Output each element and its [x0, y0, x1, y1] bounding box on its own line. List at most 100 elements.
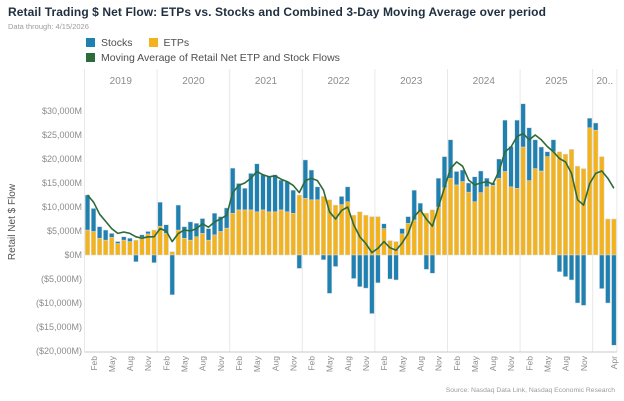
bar-stocks-2023-Feb[interactable]: [381, 223, 387, 229]
bar-stocks-2022-Feb[interactable]: [308, 169, 314, 201]
bar-stocks-2022-Sep[interactable]: [351, 254, 357, 279]
bar-stocks-2026-Mar[interactable]: [605, 254, 611, 304]
bar-etps-2025-Apr[interactable]: [538, 170, 544, 256]
bar-etps-2020-Jul[interactable]: [193, 236, 199, 256]
bar-etps-2021-Aug[interactable]: [272, 211, 278, 256]
bar-stocks-2020-Nov[interactable]: [218, 216, 224, 232]
bar-stocks-2021-Jul[interactable]: [266, 176, 272, 213]
bar-stocks-2019-Nov[interactable]: [145, 231, 151, 235]
bar-stocks-2019-Jan[interactable]: [84, 194, 91, 231]
bar-etps-2022-Nov[interactable]: [363, 214, 369, 256]
bar-stocks-2022-Apr[interactable]: [320, 254, 327, 261]
bar-stocks-2023-Jun[interactable]: [405, 216, 411, 224]
bar-etps-2025-Aug[interactable]: [562, 153, 569, 256]
bar-etps-2019-Jul[interactable]: [121, 239, 127, 256]
bar-etps-2024-Feb[interactable]: [454, 184, 460, 256]
bar-stocks-2022-Nov[interactable]: [363, 254, 369, 289]
bar-etps-2024-Jan[interactable]: [447, 177, 454, 256]
bar-etps-2025-Jan[interactable]: [520, 146, 526, 256]
bar-stocks-2024-Feb[interactable]: [454, 171, 460, 186]
bar-etps-2021-Jun[interactable]: [260, 209, 266, 256]
legend-item-stocks[interactable]: Stocks: [86, 37, 133, 49]
bar-etps-2021-Nov[interactable]: [290, 212, 296, 256]
bar-stocks-2020-Mar[interactable]: [169, 254, 175, 296]
bar-stocks-2025-Apr[interactable]: [538, 146, 544, 172]
bar-etps-2023-Jul[interactable]: [411, 219, 417, 256]
bar-etps-2024-Aug[interactable]: [490, 185, 496, 256]
bar-stocks-2024-Dec[interactable]: [514, 119, 520, 189]
bar-etps-2025-Oct[interactable]: [575, 165, 581, 256]
bar-stocks-2025-Mar[interactable]: [532, 139, 538, 169]
bar-etps-2021-May[interactable]: [254, 211, 260, 256]
bar-stocks-2021-Nov[interactable]: [290, 189, 296, 214]
bar-stocks-2022-Jun[interactable]: [333, 254, 339, 267]
bar-stocks-2023-Jul[interactable]: [411, 189, 417, 221]
bar-stocks-2021-Dec[interactable]: [296, 254, 302, 269]
bar-stocks-2026-Feb[interactable]: [599, 254, 605, 289]
bar-etps-2025-Nov[interactable]: [581, 168, 587, 256]
bar-stocks-2019-Dec[interactable]: [151, 254, 157, 263]
bar-stocks-2020-Dec[interactable]: [224, 207, 230, 229]
moving-average-layer[interactable]: [86, 132, 615, 254]
bar-etps-2026-Apr[interactable]: [611, 218, 617, 256]
bar-etps-2019-Feb[interactable]: [91, 231, 97, 256]
bar-stocks-2020-May[interactable]: [181, 226, 187, 239]
bar-stocks-2023-May[interactable]: [399, 228, 405, 235]
bar-stocks-2023-Mar[interactable]: [387, 254, 393, 280]
bar-etps-2024-Sep[interactable]: [496, 177, 502, 256]
bar-stocks-2020-Feb[interactable]: [163, 224, 169, 234]
bar-etps-2019-Aug[interactable]: [127, 241, 133, 256]
bar-stocks-2020-Sep[interactable]: [205, 228, 212, 241]
bar-etps-2021-Dec[interactable]: [296, 194, 302, 256]
bar-etps-2025-May[interactable]: [544, 156, 550, 256]
bar-etps-2022-Mar[interactable]: [314, 199, 320, 256]
bar-etps-2024-Jul[interactable]: [484, 186, 490, 256]
bar-stocks-2024-Sep[interactable]: [496, 158, 502, 179]
bar-stocks-2021-Apr[interactable]: [248, 173, 254, 211]
bar-stocks-2019-Jul[interactable]: [121, 236, 127, 241]
moving-average-line[interactable]: [86, 132, 615, 254]
bar-stocks-2021-Feb[interactable]: [236, 183, 242, 211]
bar-stocks-2019-Mar[interactable]: [97, 226, 103, 239]
bar-stocks-2020-Apr[interactable]: [175, 204, 181, 231]
bar-stocks-2019-Apr[interactable]: [103, 229, 109, 241]
bar-etps-2020-Sep[interactable]: [205, 239, 212, 256]
bars-layer[interactable]: [84, 103, 617, 346]
bar-etps-2025-Jun[interactable]: [550, 151, 556, 256]
bar-stocks-2020-Jan[interactable]: [157, 201, 163, 227]
bar-etps-2024-Oct[interactable]: [502, 171, 508, 256]
bar-etps-2024-Mar[interactable]: [460, 181, 466, 256]
bar-stocks-2019-Aug[interactable]: [127, 237, 133, 242]
bar-etps-2022-Apr[interactable]: [320, 196, 327, 256]
bar-stocks-2023-Aug[interactable]: [417, 202, 423, 213]
bar-stocks-2022-Jul[interactable]: [339, 196, 345, 205]
bar-stocks-2019-Feb[interactable]: [91, 208, 97, 232]
bar-etps-2020-Feb[interactable]: [163, 233, 169, 256]
bar-stocks-2021-Aug[interactable]: [272, 174, 278, 213]
bar-stocks-2023-Apr[interactable]: [393, 254, 399, 281]
legend-item-etps[interactable]: ETPs: [148, 37, 189, 49]
bar-stocks-2019-Oct[interactable]: [139, 234, 145, 238]
bar-stocks-2021-May[interactable]: [254, 163, 260, 213]
bar-stocks-2023-Jan[interactable]: [375, 254, 381, 284]
bar-etps-2019-Oct[interactable]: [139, 236, 145, 256]
bar-stocks-2023-Oct[interactable]: [429, 254, 435, 274]
bar-etps-2020-May[interactable]: [181, 237, 187, 256]
bar-etps-2026-Mar[interactable]: [605, 218, 611, 256]
bar-stocks-2024-Nov[interactable]: [508, 146, 514, 188]
bar-stocks-2021-Jun[interactable]: [260, 174, 266, 211]
bar-stocks-2025-Nov[interactable]: [581, 254, 587, 306]
bar-stocks-2024-Jan[interactable]: [447, 139, 454, 179]
bar-stocks-2019-Jun[interactable]: [115, 241, 121, 244]
bar-etps-2025-Feb[interactable]: [526, 180, 532, 256]
bar-stocks-2019-Sep[interactable]: [133, 254, 139, 262]
bar-etps-2026-Jan[interactable]: [593, 129, 599, 256]
bar-etps-2021-Mar[interactable]: [242, 209, 248, 256]
bar-etps-2019-May[interactable]: [109, 236, 115, 256]
bar-stocks-2024-Oct[interactable]: [502, 119, 508, 172]
bar-stocks-2022-May[interactable]: [326, 254, 333, 294]
bar-etps-2023-Dec[interactable]: [441, 187, 448, 256]
bar-etps-2021-Jul[interactable]: [266, 211, 272, 256]
bar-etps-2021-Feb[interactable]: [236, 209, 242, 256]
